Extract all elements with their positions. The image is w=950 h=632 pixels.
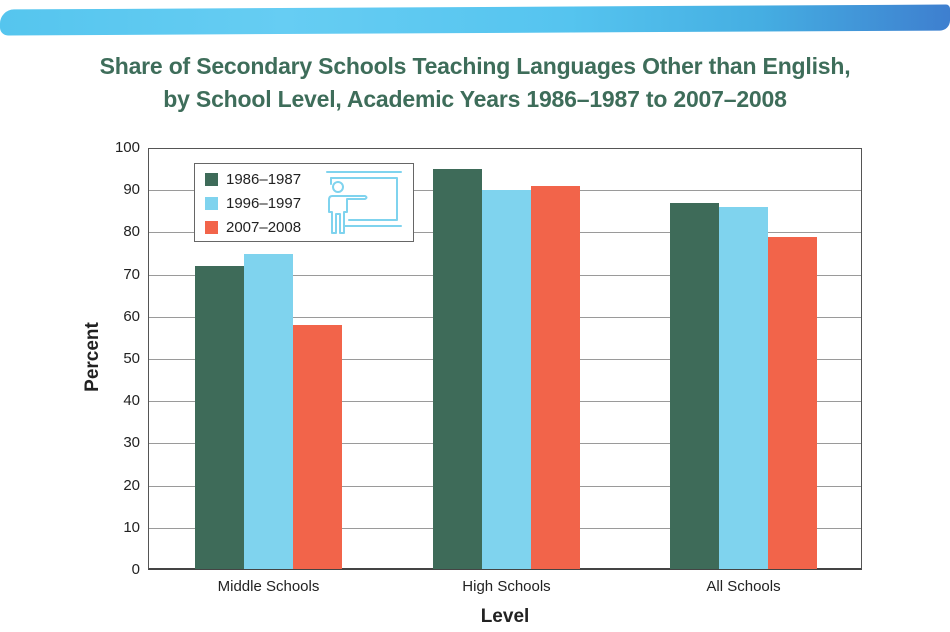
bar (195, 266, 244, 569)
y-tick-label: 100 (114, 139, 140, 156)
legend-label: 1996–1997 (226, 194, 302, 212)
x-tick-label: Middle Schools (217, 578, 320, 595)
legend-item: 1986–1987 (205, 169, 301, 189)
legend-swatch (205, 196, 218, 210)
y-tick-label: 60 (123, 307, 140, 325)
bar (531, 185, 580, 569)
y-tick-label: 20 (123, 476, 140, 494)
legend-swatch (205, 220, 218, 234)
y-tick-label: 10 (123, 518, 140, 536)
legend-label: 1986–1987 (226, 170, 302, 188)
y-tick-label: 90 (123, 181, 140, 199)
x-axis-label: Level (480, 606, 530, 627)
chart-title-line-1: Share of Secondary Schools Teaching Lang… (99, 53, 851, 79)
bar (244, 253, 293, 569)
y-tick-label: 50 (123, 350, 140, 367)
bar (482, 190, 531, 569)
bar (670, 202, 719, 569)
chart-title-line-2: by School Level, Academic Years 1986–198… (163, 86, 787, 112)
y-tick-label: 70 (123, 265, 140, 283)
y-tick-label: 80 (123, 223, 140, 241)
bar (293, 325, 342, 569)
legend-swatch (205, 172, 218, 186)
y-tick-label: 40 (123, 392, 140, 410)
teacher-at-board-icon (326, 171, 402, 234)
y-tick-label: 30 (123, 434, 140, 452)
x-tick-label: All Schools (706, 578, 781, 595)
legend: 1986–1987 1996–1997 2007–2008 (194, 163, 414, 242)
x-tick-label: High Schools (462, 578, 551, 595)
y-tick-label: 0 (131, 561, 140, 578)
legend-item: 1996–1997 (205, 193, 301, 213)
bar (433, 169, 482, 569)
header-brush-stroke (0, 4, 950, 36)
legend-label: 2007–2008 (226, 218, 302, 236)
bar (719, 207, 768, 569)
bar (768, 236, 817, 569)
legend-item: 2007–2008 (205, 217, 301, 237)
chart-title: Share of Secondary Schools Teaching Lang… (0, 50, 950, 116)
